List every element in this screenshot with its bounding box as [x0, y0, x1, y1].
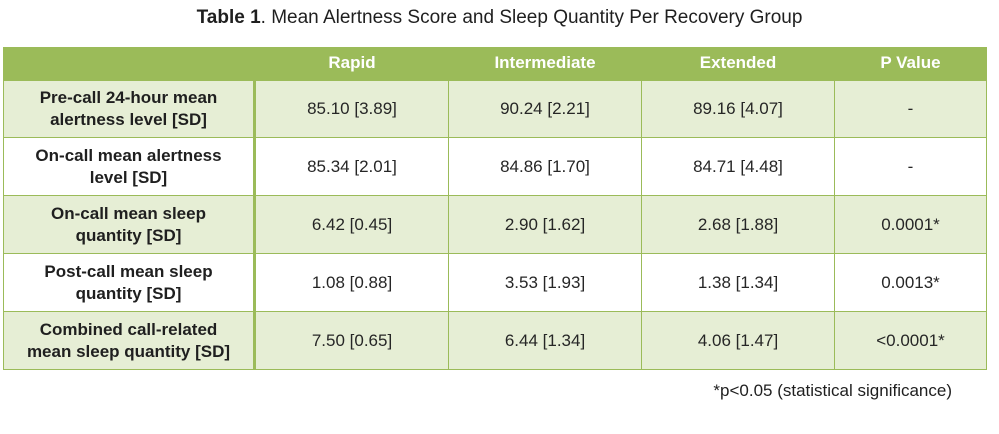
- caption-text: . Mean Alertness Score and Sleep Quantit…: [260, 7, 803, 28]
- row-label: Post-call mean sleep quantity [SD]: [3, 253, 256, 312]
- cell-rapid: 7.50 [0.65]: [254, 311, 449, 370]
- row-label-line: alertness level [SD]: [50, 110, 207, 129]
- table-row: On-call mean alertness level [SD] 85.34 […: [3, 137, 987, 196]
- cell-extended: 89.16 [4.07]: [641, 79, 835, 138]
- cell-intermediate: 84.86 [1.70]: [448, 137, 642, 196]
- header-cell-corner: [3, 47, 256, 81]
- cell-p-value: 0.0001*: [834, 195, 987, 254]
- cell-intermediate: 2.90 [1.62]: [448, 195, 642, 254]
- caption-label: Table 1: [196, 7, 261, 28]
- results-table: Rapid Intermediate Extended P Value Pre-…: [3, 47, 987, 370]
- row-label: Pre-call 24-hour mean alertness level [SD…: [3, 79, 256, 138]
- cell-p-value: -: [834, 79, 987, 138]
- cell-p-value: 0.0013*: [834, 253, 987, 312]
- cell-extended: 2.68 [1.88]: [641, 195, 835, 254]
- table-row: Post-call mean sleep quantity [SD] 1.08 […: [3, 253, 987, 312]
- cell-p-value: -: [834, 137, 987, 196]
- row-label-line: Combined call-related: [39, 319, 218, 339]
- cell-extended: 4.06 [1.47]: [641, 311, 835, 370]
- row-label-line: On-call mean alertness: [35, 145, 222, 165]
- table-caption: Table 1. Mean Alertness Score and Sleep …: [0, 6, 999, 30]
- cell-extended: 84.71 [4.48]: [641, 137, 835, 196]
- row-label-line: mean sleep quantity [SD]: [26, 341, 231, 361]
- header-cell-extended: Extended: [641, 47, 835, 81]
- table-row: Pre-call 24-hour mean alertness level [SD…: [3, 79, 987, 138]
- cell-intermediate: 6.44 [1.34]: [448, 311, 642, 370]
- row-label-line: quantity [SD]: [75, 283, 182, 303]
- row-label-line: On-call mean sleep: [51, 203, 206, 223]
- header-row: Rapid Intermediate Extended P Value: [3, 47, 987, 81]
- row-label-line: level [SD]: [89, 167, 168, 187]
- header-cell-p-value: P Value: [834, 47, 987, 81]
- row-label-line: Post-call mean sleep: [44, 261, 213, 281]
- row-label: On-call mean alertness level [SD]: [3, 137, 256, 196]
- header-cell-intermediate: Intermediate: [448, 47, 642, 81]
- cell-extended: 1.38 [1.34]: [641, 253, 835, 312]
- table-row: Combined call-related mean sleep quantity…: [3, 311, 987, 370]
- cell-rapid: 85.34 [2.01]: [254, 137, 449, 196]
- row-label: Combined call-related mean sleep quantity…: [3, 311, 256, 370]
- cell-rapid: 6.42 [0.45]: [254, 195, 449, 254]
- significance-footnote: *p<0.05 (statistical significance): [713, 381, 952, 400]
- cell-rapid: 1.08 [0.88]: [254, 253, 449, 312]
- row-label-line: Pre-call 24-hour mean: [39, 88, 218, 107]
- row-label: On-call mean sleep quantity [SD]: [3, 195, 256, 254]
- cell-intermediate: 90.24 [2.21]: [448, 79, 642, 138]
- cell-rapid: 85.10 [3.89]: [254, 79, 449, 138]
- cell-p-value: <0.0001*: [834, 311, 987, 370]
- header-cell-rapid: Rapid: [254, 47, 449, 81]
- table-row: On-call mean sleep quantity [SD] 6.42 [0.…: [3, 195, 987, 254]
- row-label-line: quantity [SD]: [75, 225, 182, 245]
- cell-intermediate: 3.53 [1.93]: [448, 253, 642, 312]
